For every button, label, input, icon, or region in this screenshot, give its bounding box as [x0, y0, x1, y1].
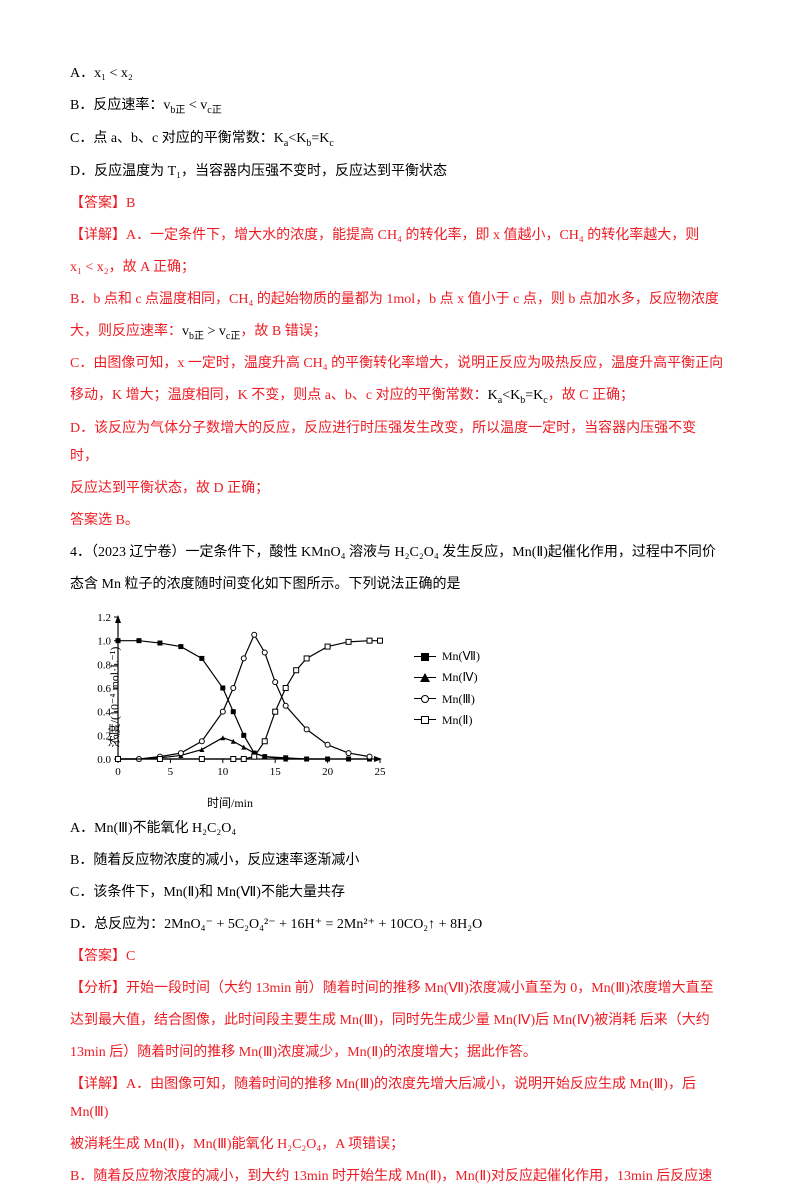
explain-d1: D．该反应为气体分子数增大的反应，反应进行时压强发生改变，所以温度一定时，当容器…: [70, 415, 724, 471]
expr-kabc: Ka<Kb=Kc: [274, 131, 334, 146]
svg-text:0.0: 0.0: [97, 754, 111, 766]
q4-option-a: A．Mn(Ⅲ)不能氧化 H₂C₂O₄: [70, 815, 724, 843]
question-4a: 4．（2023 辽宁卷）一定条件下，酸性 KMnO₄ 溶液与 H₂C₂O₄ 发生…: [70, 539, 724, 567]
explain-a1b: x₁ < x₂，故 A 正确；: [70, 254, 724, 282]
chart-legend: Mn(Ⅶ) Mn(Ⅳ) Mn(Ⅲ) Mn(Ⅱ): [414, 647, 480, 732]
svg-text:1.2: 1.2: [97, 612, 111, 624]
expr-vbc2: vb正 > vc正: [182, 324, 240, 339]
svg-text:0: 0: [115, 766, 121, 778]
answer-label-1: 【答案】B: [70, 190, 724, 218]
svg-text:20: 20: [322, 766, 334, 778]
option-b: B．反应速率：vb正 < vc正: [70, 92, 724, 121]
detail-a2: 被消耗生成 Mn(Ⅱ)，Mn(Ⅲ)能氧化 H₂C₂O₄，A 项错误；: [70, 1131, 724, 1159]
svg-text:15: 15: [270, 766, 282, 778]
detail-b1: B．随着反应物浓度的减小，到大约 13min 时开始生成 Mn(Ⅱ)，Mn(Ⅱ)…: [70, 1163, 724, 1191]
legend-mn2: Mn(Ⅱ): [414, 711, 480, 730]
question-4b: 态含 Mn 粒子的浓度随时间变化如下图所示。下列说法正确的是: [70, 571, 724, 599]
explain-c1: C．由图像可知，x 一定时，温度升高 CH₄ 的平衡转化率增大，说明正反应为吸热…: [70, 350, 724, 378]
option-d: D．反应温度为 T₁，当容器内压强不变时，反应达到平衡状态: [70, 158, 724, 186]
explain-final: 答案选 B。: [70, 507, 724, 535]
chart-xlabel: 时间/min: [70, 791, 390, 815]
svg-text:10: 10: [217, 766, 229, 778]
detail-a1: 【详解】A．由图像可知，随着时间的推移 Mn(Ⅲ)的浓度先增大后减小，说明开始反…: [70, 1071, 724, 1127]
explain-c2-pre: 移动，K 增大；温度相同，K 不变，则点 a、b、c 对应的平衡常数：: [70, 388, 488, 403]
answer-label-2: 【答案】C: [70, 943, 724, 971]
explain-b2-post: ，故 B 错误；: [240, 324, 326, 339]
legend-mn4: Mn(Ⅳ): [414, 668, 480, 687]
q4-option-b: B．随着反应物浓度的减小，反应速率逐渐减小: [70, 847, 724, 875]
explain-b2: 大，则反应速率：vb正 > vc正，故 B 错误；: [70, 318, 724, 347]
explain-c2-post: ，故 C 正确；: [548, 388, 634, 403]
analysis-2: 达到最大值，结合图像，此时间段主要生成 Mn(Ⅲ)，同时先生成少量 Mn(Ⅳ)后…: [70, 1007, 724, 1035]
q4-option-d: D．总反应为：2MnO₄⁻ + 5C₂O₄²⁻ + 16H⁺ = 2Mn²⁺ +…: [70, 911, 724, 939]
explain-b2-pre: 大，则反应速率：: [70, 324, 182, 339]
option-b-pre: B．反应速率：: [70, 98, 163, 113]
svg-text:25: 25: [375, 766, 387, 778]
analysis-1: 【分析】开始一段时间（大约 13min 前）随着时间的推移 Mn(Ⅶ)浓度减小直…: [70, 975, 724, 1003]
mn-concentration-chart: 浓度/(10⁻⁴ mol·L⁻¹) 05101520250.00.20.40.6…: [70, 607, 390, 787]
chart-ylabel: 浓度/(10⁻⁴ mol·L⁻¹): [102, 647, 126, 748]
expr-kabc2: Ka<Kb=Kc: [488, 388, 548, 403]
expr-vbc: vb正 < vc正: [163, 98, 221, 113]
explain-a1: 【详解】A．一定条件下，增大水的浓度，能提高 CH₄ 的转化率，即 x 值越小，…: [70, 222, 724, 250]
explain-d2: 反应达到平衡状态，故 D 正确；: [70, 475, 724, 503]
legend-mn7: Mn(Ⅶ): [414, 647, 480, 666]
option-c-pre: C．点 a、b、c 对应的平衡常数：: [70, 131, 274, 146]
q4-option-c: C．该条件下，Mn(Ⅱ)和 Mn(Ⅶ)不能大量共存: [70, 879, 724, 907]
option-c: C．点 a、b、c 对应的平衡常数：Ka<Kb=Kc: [70, 125, 724, 154]
legend-mn3: Mn(Ⅲ): [414, 690, 480, 709]
explain-b1: B．b 点和 c 点温度相同，CH₄ 的起始物质的量都为 1mol，b 点 x …: [70, 286, 724, 314]
explain-c2: 移动，K 增大；温度相同，K 不变，则点 a、b、c 对应的平衡常数：Ka<Kb…: [70, 382, 724, 411]
option-a: A．x₁ < x₂: [70, 60, 724, 88]
svg-text:5: 5: [168, 766, 174, 778]
analysis-3: 13min 后）随着时间的推移 Mn(Ⅲ)浓度减少，Mn(Ⅱ)的浓度增大；据此作…: [70, 1039, 724, 1067]
